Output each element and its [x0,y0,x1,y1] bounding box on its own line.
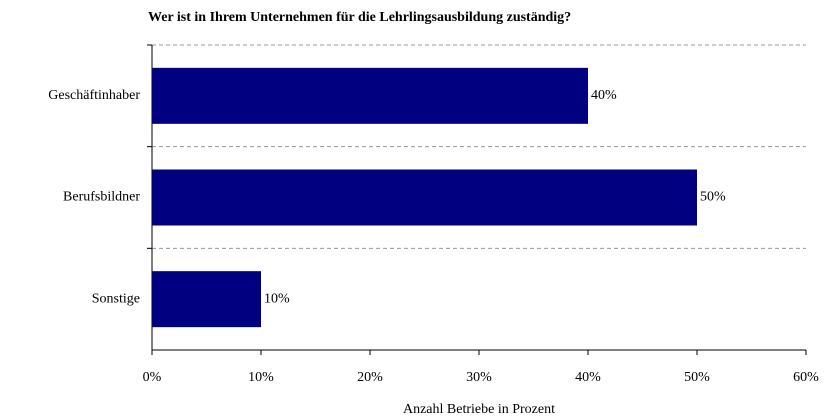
y-tick-label: Berufsbildner [63,190,140,205]
x-tick-label: 50% [684,370,710,385]
value-label: 40% [591,88,617,103]
bar [152,169,697,226]
x-tick-label: 60% [793,370,819,385]
chart-title: Wer ist in Ihrem Unternehmen für die Leh… [148,10,571,25]
x-tick-label: 40% [575,370,601,385]
bar [152,271,261,328]
x-axis-label: Anzahl Betriebe in Prozent [403,402,555,417]
x-tick-label: 10% [248,370,274,385]
value-label: 50% [700,190,726,205]
y-tick-label: Sonstige [92,291,140,306]
value-label: 10% [264,291,290,306]
x-tick-label: 30% [466,370,492,385]
y-tick-label: Geschäftinhaber [48,88,140,103]
x-tick-label: 20% [357,370,383,385]
bar [152,67,588,124]
x-tick-label: 0% [143,370,162,385]
